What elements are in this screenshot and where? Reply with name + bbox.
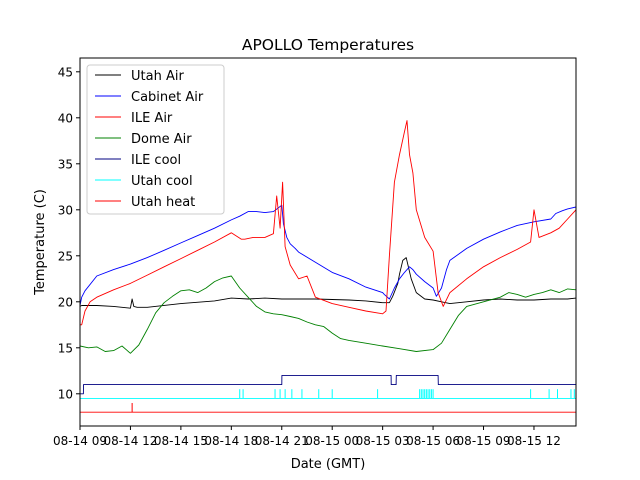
- legend-label-dome-air: Dome Air: [131, 132, 192, 147]
- series-line-ile-cool: [80, 374, 576, 395]
- series-line-dome-air: [80, 275, 576, 354]
- y-tick-label: 10: [58, 387, 73, 401]
- legend-label-utah-cool: Utah cool: [131, 174, 193, 189]
- x-tick-label: 08-15 03: [356, 434, 410, 448]
- y-tick-label: 40: [58, 111, 73, 125]
- chart-title: APOLLO Temperatures: [242, 36, 414, 54]
- x-axis-label: Date (GMT): [291, 457, 366, 472]
- plot-frame: [79, 57, 577, 427]
- series-line-ile-air: [80, 120, 576, 326]
- y-tick-label: 25: [58, 249, 73, 263]
- y-axis: 10 15 20 25 30 35 40 45: [58, 65, 80, 401]
- x-tick-label: 08-15 09: [457, 434, 511, 448]
- y-tick-label: 35: [58, 157, 73, 171]
- legend-label-ile-air: ILE Air: [131, 111, 173, 126]
- series-line-cabinet-air: [80, 204, 576, 306]
- legend-label-utah-air: Utah Air: [131, 69, 184, 84]
- legend: Utah Air Cabinet Air ILE Air Dome Air ILE co…: [86, 64, 225, 215]
- x-tick-label: 08-14 12: [103, 434, 157, 448]
- legend-label-ile-cool: ILE cool: [131, 153, 181, 168]
- x-tick-label: 08-14 15: [154, 434, 208, 448]
- legend-label-cabinet-air: Cabinet Air: [131, 90, 204, 105]
- series-line-utah-air: [80, 257, 576, 309]
- plot-area: [79, 57, 577, 427]
- x-tick-label: 08-15 06: [406, 434, 460, 448]
- x-tick-label: 08-14 18: [204, 434, 258, 448]
- x-tick-label: 08-15 12: [507, 434, 561, 448]
- x-tick-label: 08-14 21: [255, 434, 309, 448]
- y-tick-label: 15: [58, 341, 73, 355]
- y-tick-label: 30: [58, 203, 73, 217]
- legend-box: [86, 64, 225, 215]
- series-layer: [80, 120, 576, 413]
- y-axis-label: Temperature (C): [33, 189, 48, 296]
- x-tick-label: 08-15 00: [305, 434, 359, 448]
- y-tick-label: 45: [58, 65, 73, 79]
- x-tick-label: 08-14 09: [53, 434, 107, 448]
- y-tick-label: 20: [58, 295, 73, 309]
- legend-label-utah-heat: Utah heat: [131, 195, 195, 210]
